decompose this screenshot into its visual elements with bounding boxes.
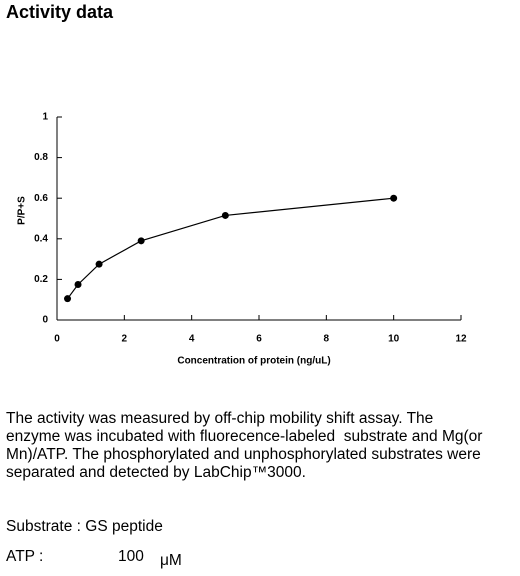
y-tick-label: 0.6 xyxy=(34,193,48,204)
description-line: separated and detected by LabChip™3000. xyxy=(6,464,306,481)
y-axis-label: P/P+S xyxy=(17,196,28,225)
y-tick-label: 0 xyxy=(42,315,48,326)
substrate: Substrate : GS peptide xyxy=(6,518,163,535)
title: Activity data xyxy=(6,2,114,22)
data-point xyxy=(137,237,145,245)
y-tick-label: 0.2 xyxy=(34,274,48,285)
atp-amount: 100 xyxy=(118,548,144,565)
x-tick-label: 12 xyxy=(455,334,467,345)
data-point xyxy=(64,295,72,303)
data-point xyxy=(390,194,398,202)
data-line xyxy=(67,197,394,300)
x-tick-label: 4 xyxy=(189,334,195,345)
description-line: Mn)/ATP. The phosphorylated and unphosph… xyxy=(6,446,481,463)
x-tick-label: 0 xyxy=(54,334,60,345)
y-tick-label: 1 xyxy=(42,112,48,123)
data-point xyxy=(74,280,82,288)
x-axis-label: Concentration of protein (ng/uL) xyxy=(177,356,330,367)
description-line: enzyme was incubated with fluorecence-la… xyxy=(6,428,483,445)
x-tick-label: 2 xyxy=(122,334,128,345)
description-line: The activity was measured by off-chip mo… xyxy=(6,410,434,427)
atp-unit: μM xyxy=(160,552,182,569)
y-tick-label: 0.4 xyxy=(34,233,48,244)
x-tick-label: 6 xyxy=(256,334,262,345)
y-tick-label: 0.8 xyxy=(34,152,48,163)
atp-label: ATP : xyxy=(6,548,44,565)
data-point xyxy=(95,260,103,268)
x-tick-label: 10 xyxy=(388,334,400,345)
x-tick-label: 8 xyxy=(324,334,330,345)
data-point xyxy=(221,211,229,219)
description: The activity was measured by off-chip mo… xyxy=(6,410,482,482)
